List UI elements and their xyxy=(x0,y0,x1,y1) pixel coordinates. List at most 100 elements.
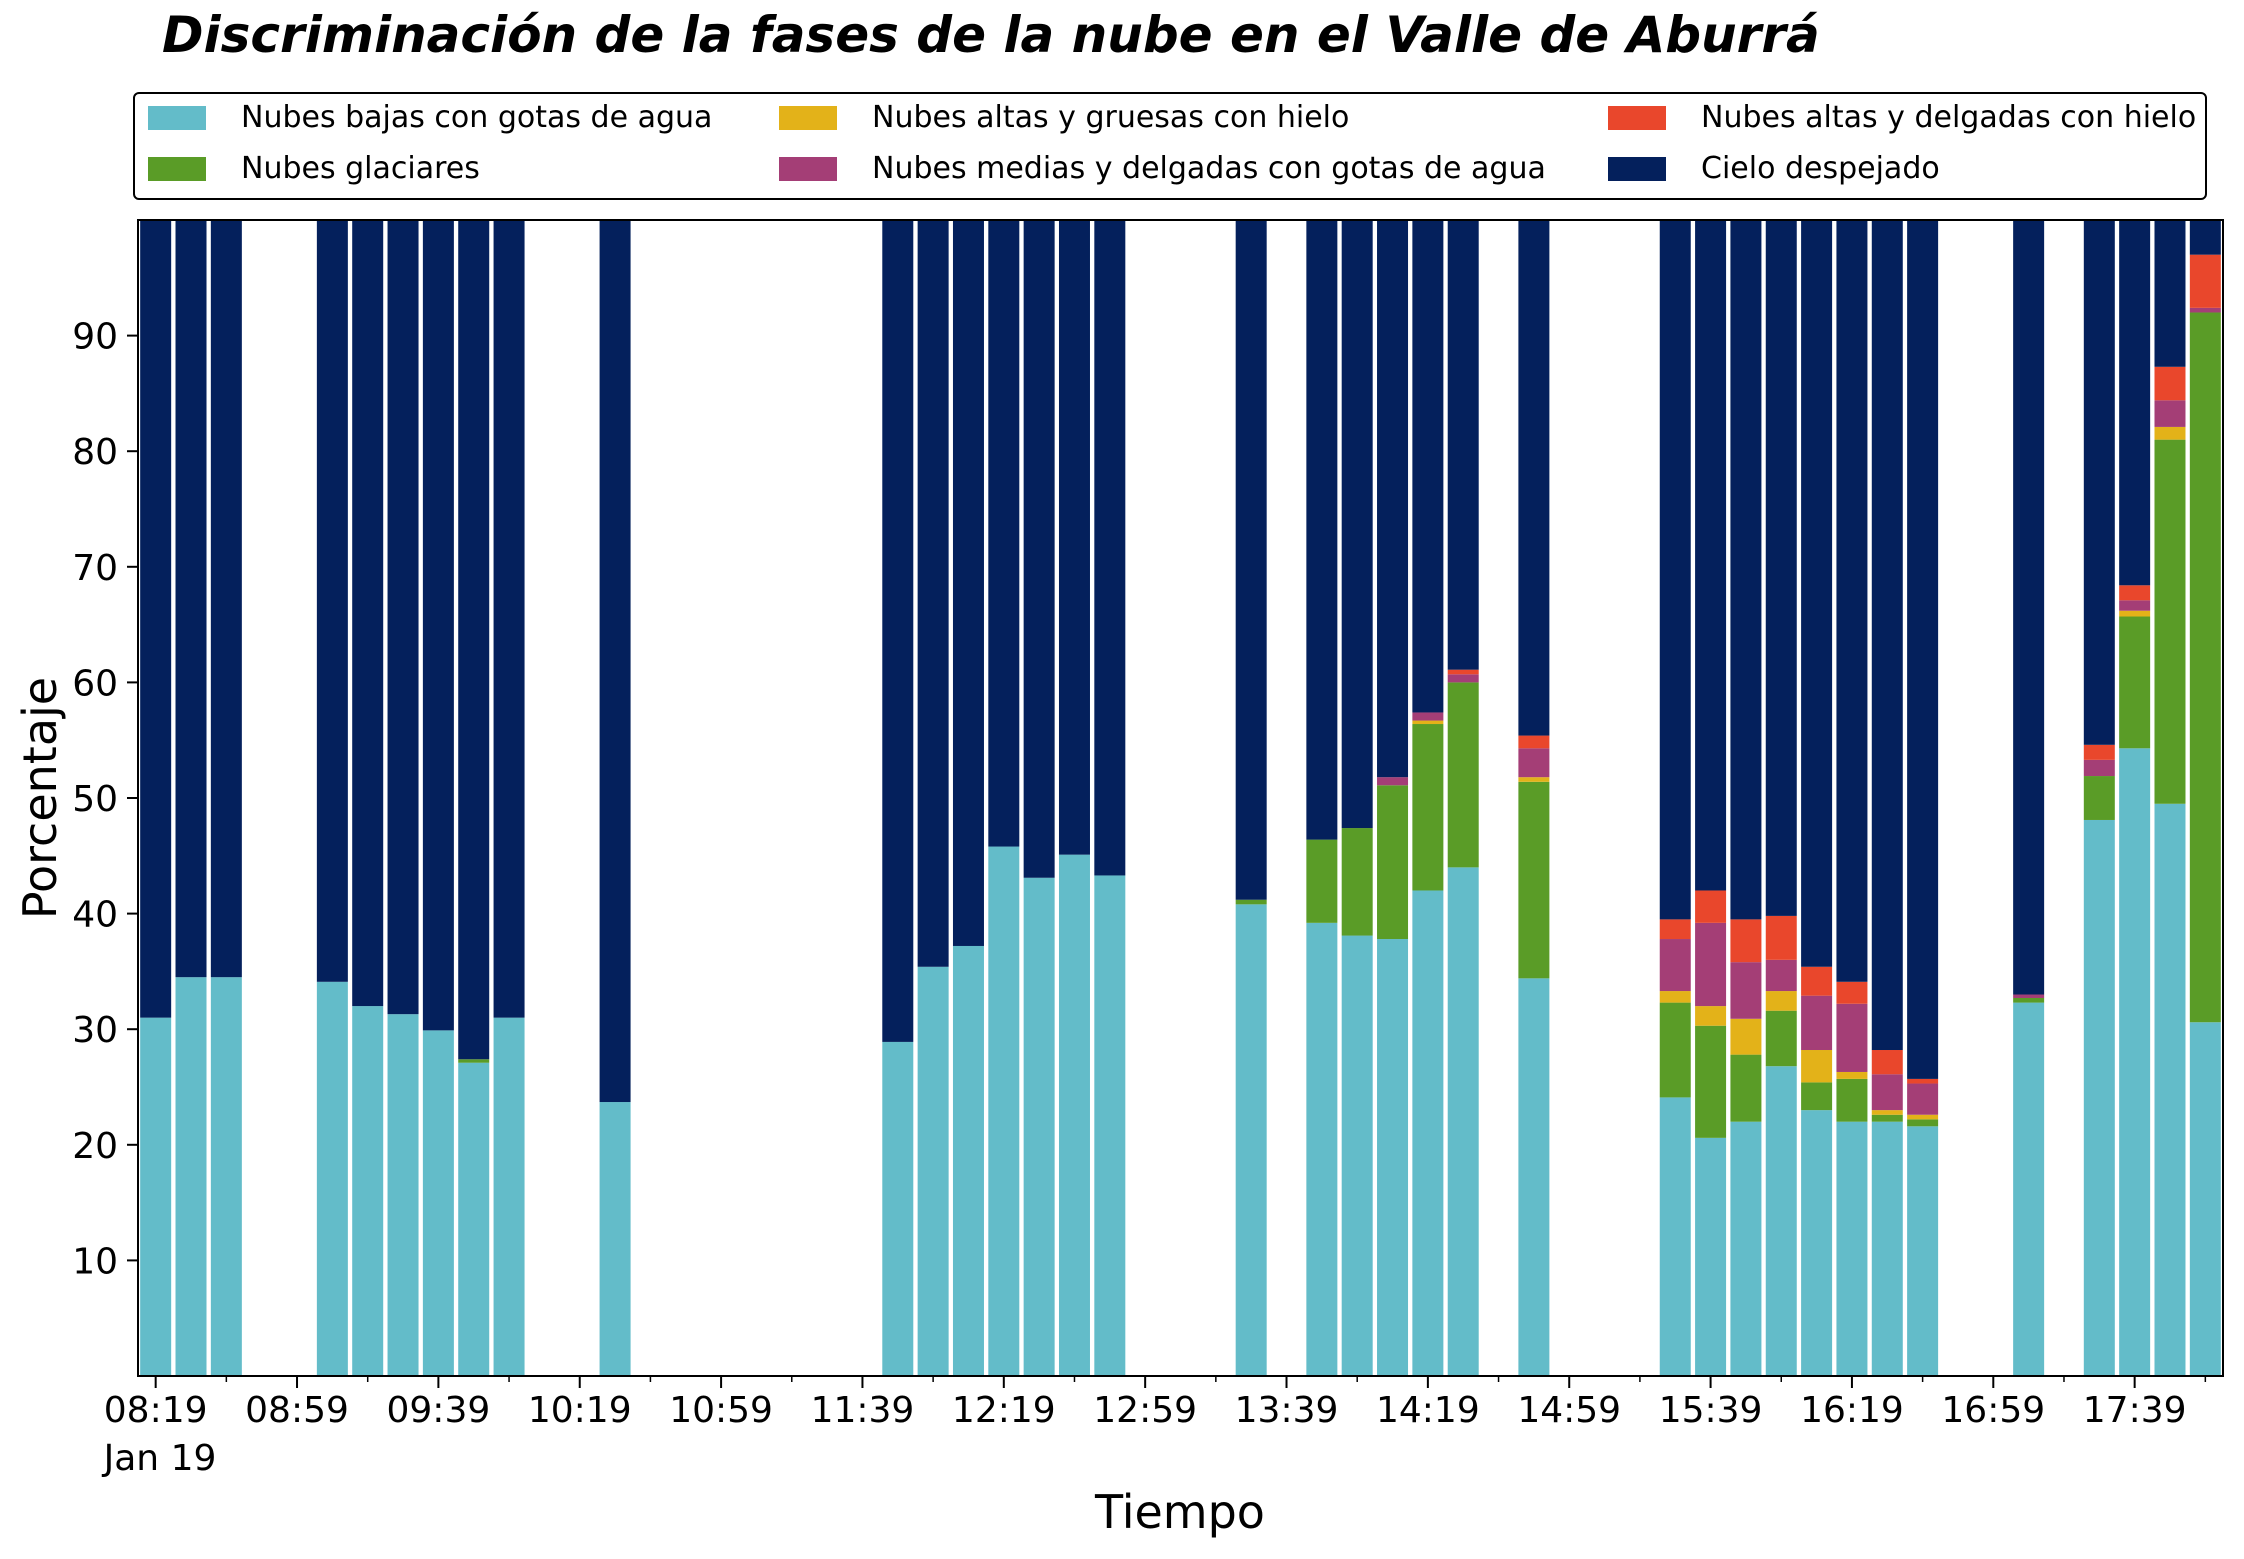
bar-segment-cielo-despejado-1239 xyxy=(1058,220,1090,855)
bar-segment-nubes-altas-y-delgadas-con-hielo-1539 xyxy=(1695,890,1727,923)
legend-item-cielo: Cielo despejado xyxy=(1608,151,1940,186)
bar-segment-nubes-medias-y-delgadas-con-gotas-de-agua-1619 xyxy=(1836,1003,1868,1072)
legend-swatch-altas-delgadas xyxy=(1608,105,1666,130)
bar-segment-nubes-altas-y-delgadas-con-hielo-1449 xyxy=(1518,735,1550,749)
y-tick-label: 30 xyxy=(72,1010,118,1051)
y-tick-label: 90 xyxy=(72,317,118,358)
bar-segment-nubes-glaciares-1759 xyxy=(2189,312,2221,1023)
bar-segment-nubes-altas-y-gruesas-con-hielo-1539 xyxy=(1695,1006,1727,1026)
legend-item-bajas: Nubes bajas con gotas de agua xyxy=(148,100,712,135)
bar-segment-nubes-altas-y-gruesas-con-hielo-1619 xyxy=(1836,1071,1868,1079)
legend: Nubes bajas con gotas de agua Nubes glac… xyxy=(133,92,2207,200)
x-axis-date-label: Jan 19 xyxy=(102,1438,217,1479)
bar-segment-nubes-bajas-con-gotas-de-agua-1429 xyxy=(1447,867,1479,1376)
y-tick-label: 60 xyxy=(72,663,118,704)
legend-label-bajas: Nubes bajas con gotas de agua xyxy=(241,100,713,135)
bar-segment-nubes-glaciares-1409 xyxy=(1377,785,1409,940)
legend-label-glaciares: Nubes glaciares xyxy=(241,151,480,186)
legend-label-medias-delgadas: Nubes medias y delgadas con gotas de agu… xyxy=(872,151,1546,186)
bars-layer xyxy=(140,220,2221,1376)
bar-segment-nubes-bajas-con-gotas-de-agua-1759 xyxy=(2189,1022,2221,1376)
y-tick-label: 20 xyxy=(72,1126,118,1167)
y-tick-label: 40 xyxy=(72,895,118,936)
bar-segment-nubes-bajas-con-gotas-de-agua-1739 xyxy=(2119,748,2151,1376)
bar-segment-cielo-despejado-1639 xyxy=(1907,220,1939,1079)
bar-segment-nubes-bajas-con-gotas-de-agua-0839 xyxy=(210,977,242,1376)
bar-segment-nubes-bajas-con-gotas-de-agua-1619 xyxy=(1836,1121,1868,1376)
bar-segment-nubes-medias-y-delgadas-con-gotas-de-agua-1709 xyxy=(2013,994,2045,998)
bar-segment-nubes-glaciares-1359 xyxy=(1341,828,1373,936)
bar-segment-nubes-altas-y-gruesas-con-hielo-1559 xyxy=(1765,991,1797,1011)
legend-swatch-glaciares xyxy=(148,156,206,181)
bar-segment-nubes-glaciares-1329 xyxy=(1235,899,1267,905)
bar-segment-nubes-altas-y-delgadas-con-hielo-1759 xyxy=(2189,254,2221,308)
legend-swatch-bajas xyxy=(148,105,206,130)
bar-segment-cielo-despejado-1629 xyxy=(1871,220,1903,1051)
bar-segment-nubes-altas-y-gruesas-con-hielo-1529 xyxy=(1659,991,1691,1003)
bar-segment-nubes-glaciares-1559 xyxy=(1765,1010,1797,1067)
bar-segment-nubes-bajas-con-gotas-de-agua-1609 xyxy=(1801,1110,1833,1376)
x-tick-label: 14:19 xyxy=(1376,1390,1480,1431)
bar-segment-cielo-despejado-1539 xyxy=(1695,220,1727,891)
legend-swatch-altas-gruesas xyxy=(779,105,837,130)
legend-item-altas-gruesas: Nubes altas y gruesas con hielo xyxy=(779,100,1349,135)
bar-segment-nubes-glaciares-1419 xyxy=(1412,724,1444,891)
x-tick-label: 12:19 xyxy=(952,1390,1056,1431)
bar-segment-nubes-bajas-con-gotas-de-agua-1409 xyxy=(1377,939,1409,1376)
bar-segment-nubes-bajas-con-gotas-de-agua-1219 xyxy=(988,846,1020,1376)
bar-segment-nubes-glaciares-1529 xyxy=(1659,1002,1691,1098)
x-axis-label: Tiempo xyxy=(1094,1485,1265,1539)
bar-segment-nubes-altas-y-gruesas-con-hielo-1749 xyxy=(2154,426,2186,440)
bar-segment-nubes-medias-y-delgadas-con-gotas-de-agua-1749 xyxy=(2154,400,2186,427)
bar-segment-cielo-despejado-1349 xyxy=(1306,220,1338,840)
bar-segment-nubes-altas-y-delgadas-con-hielo-1739 xyxy=(2119,585,2151,601)
bar-segment-nubes-glaciares-1709 xyxy=(2013,997,2045,1003)
bar-segment-nubes-bajas-con-gotas-de-agua-1029 xyxy=(599,1102,631,1376)
bar-segment-nubes-medias-y-delgadas-con-gotas-de-agua-1629 xyxy=(1871,1074,1903,1111)
bar-segment-nubes-glaciares-1349 xyxy=(1306,839,1338,923)
bar-segment-nubes-altas-y-delgadas-con-hielo-1619 xyxy=(1836,981,1868,1004)
bar-segment-nubes-medias-y-delgadas-con-gotas-de-agua-1419 xyxy=(1412,712,1444,721)
bar-segment-cielo-despejado-1429 xyxy=(1447,220,1479,670)
bar-segment-cielo-despejado-0949 xyxy=(458,220,490,1060)
legend-swatch-medias-delgadas xyxy=(779,156,837,181)
bar-segment-nubes-bajas-con-gotas-de-agua-0829 xyxy=(175,977,207,1376)
bar-segment-nubes-glaciares-1739 xyxy=(2119,616,2151,749)
bar-segment-nubes-bajas-con-gotas-de-agua-1249 xyxy=(1094,875,1126,1376)
x-tick-label: 16:19 xyxy=(1800,1390,1904,1431)
bar-segment-cielo-despejado-1029 xyxy=(599,220,631,1103)
x-tick-label: 10:59 xyxy=(669,1390,773,1431)
x-tick-label: 16:59 xyxy=(1941,1390,2045,1431)
x-tick-label: 15:39 xyxy=(1659,1390,1763,1431)
bar-segment-nubes-altas-y-delgadas-con-hielo-1559 xyxy=(1765,915,1797,960)
bar-segment-nubes-medias-y-delgadas-con-gotas-de-agua-1729 xyxy=(2083,759,2115,777)
bar-segment-cielo-despejado-0829 xyxy=(175,220,207,978)
bar-segment-nubes-bajas-con-gotas-de-agua-1419 xyxy=(1412,890,1444,1376)
bar-segment-nubes-altas-y-gruesas-con-hielo-1419 xyxy=(1412,720,1444,725)
bar-segment-nubes-altas-y-delgadas-con-hielo-1629 xyxy=(1871,1050,1903,1075)
y-axis-label: Porcentaje xyxy=(13,677,67,919)
bar-segment-nubes-glaciares-1539 xyxy=(1695,1025,1727,1138)
bar-segment-cielo-despejado-1559 xyxy=(1765,220,1797,916)
bar-segment-nubes-bajas-con-gotas-de-agua-0929 xyxy=(387,1014,419,1376)
bar-segment-nubes-altas-y-delgadas-con-hielo-1529 xyxy=(1659,919,1691,940)
bar-segment-cielo-despejado-1759 xyxy=(2189,220,2221,255)
bar-segment-nubes-bajas-con-gotas-de-agua-1539 xyxy=(1695,1137,1727,1376)
bar-segment-nubes-medias-y-delgadas-con-gotas-de-agua-1529 xyxy=(1659,939,1691,992)
bar-segment-nubes-bajas-con-gotas-de-agua-1529 xyxy=(1659,1097,1691,1376)
bar-segment-nubes-altas-y-gruesas-con-hielo-1629 xyxy=(1871,1110,1903,1115)
bar-segment-nubes-bajas-con-gotas-de-agua-1209 xyxy=(952,945,984,1376)
bar-segment-nubes-glaciares-1429 xyxy=(1447,682,1479,868)
x-tick-label: 10:19 xyxy=(528,1390,632,1431)
bar-segment-nubes-altas-y-delgadas-con-hielo-1729 xyxy=(2083,744,2115,760)
bar-segment-cielo-despejado-0819 xyxy=(140,220,172,1018)
x-tick-label: 12:59 xyxy=(1093,1390,1197,1431)
x-tick-label: 13:39 xyxy=(1235,1390,1339,1431)
legend-label-altas-gruesas: Nubes altas y gruesas con hielo xyxy=(872,100,1350,135)
bar-segment-nubes-bajas-con-gotas-de-agua-1159 xyxy=(917,966,949,1376)
bar-segment-cielo-despejado-0939 xyxy=(422,220,454,1031)
bar-segment-nubes-bajas-con-gotas-de-agua-1709 xyxy=(2013,1002,2045,1376)
bar-segment-nubes-medias-y-delgadas-con-gotas-de-agua-1739 xyxy=(2119,600,2151,611)
bar-segment-cielo-despejado-0909 xyxy=(316,220,348,982)
